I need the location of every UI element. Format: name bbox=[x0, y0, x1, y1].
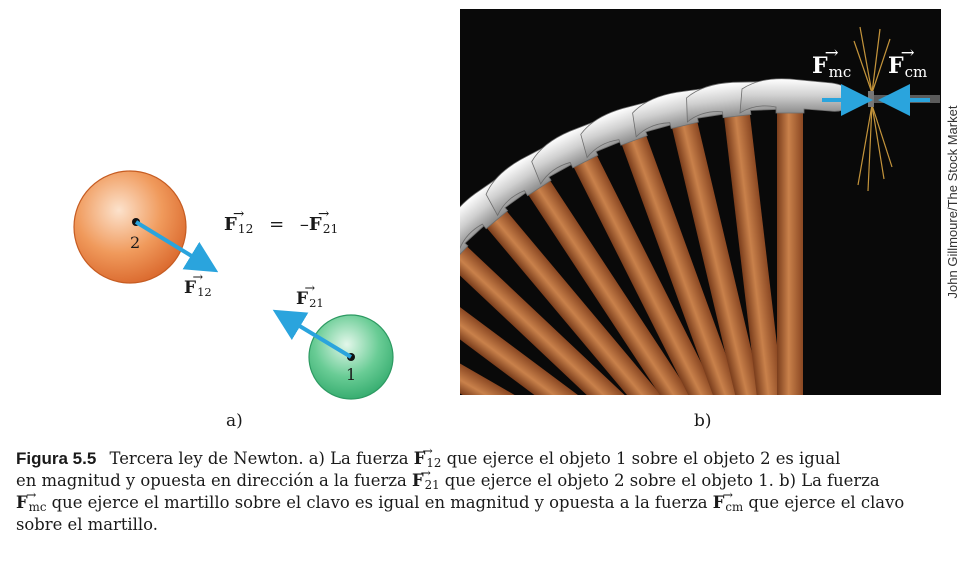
object-2-label: 2 bbox=[130, 233, 141, 252]
panel-b-label: b) bbox=[694, 411, 712, 431]
hammer-image-2 bbox=[460, 281, 691, 395]
force-fcm-label: Fcm bbox=[888, 43, 928, 81]
force-fmc-label: Fmc bbox=[812, 43, 852, 81]
object-1-label: 1 bbox=[346, 365, 357, 384]
caption-line-1: Figura 5.5 Tercera ley de Newton. a) La … bbox=[16, 448, 977, 470]
object-2-sphere bbox=[73, 170, 187, 284]
photo-credit: John Gillmoure/The Stock Market bbox=[945, 105, 960, 299]
force-f21-label: F21 bbox=[296, 281, 324, 310]
force-f12-arrow bbox=[134, 220, 219, 273]
force-f21-arrow bbox=[272, 309, 353, 359]
hammer-photo: Fmc Fcm bbox=[460, 9, 941, 395]
force-f12-label: F12 bbox=[184, 270, 212, 299]
equation-minus: – bbox=[299, 214, 309, 235]
hammer-sequence bbox=[460, 78, 853, 395]
figure-caption: Figura 5.5 Tercera ley de Newton. a) La … bbox=[16, 448, 977, 536]
panel-a-diagram bbox=[73, 170, 394, 400]
caption-line-3: Fmc que ejerce el martillo sobre el clav… bbox=[16, 484, 977, 514]
caption-line-2: en magnitud y opuesta en dirección a la … bbox=[16, 462, 977, 492]
panel-a-label: a) bbox=[226, 411, 243, 431]
equation-equals: = bbox=[269, 214, 285, 235]
figure-number: Figura 5.5 bbox=[16, 449, 97, 468]
equation-rhs: F21 bbox=[309, 206, 339, 236]
nail-head bbox=[868, 91, 874, 107]
equation: F12 = –F21 bbox=[224, 206, 339, 236]
caption-line-4: sobre el martillo. bbox=[16, 515, 158, 534]
hammer-swing-drawing bbox=[460, 26, 940, 395]
equation-lhs: F12 bbox=[224, 206, 254, 236]
